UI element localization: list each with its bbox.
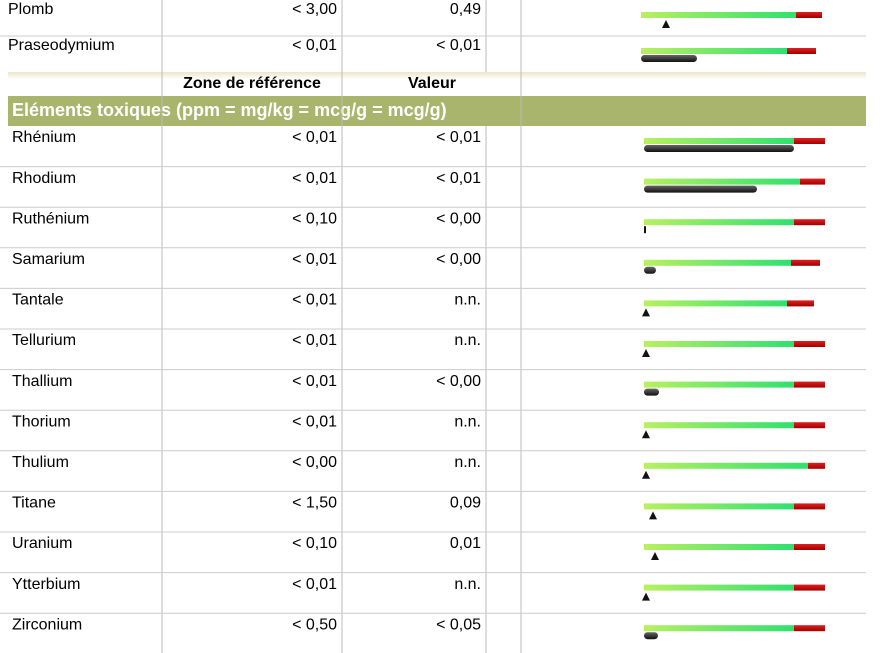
element-name: Plomb: [8, 1, 53, 18]
gauge-red: [794, 503, 825, 510]
reference-range: < 3,00: [292, 1, 337, 18]
element-name: Tantale: [12, 292, 64, 309]
reference-range: < 0,01: [292, 576, 337, 593]
gauge-marker: [644, 145, 794, 152]
element-name: Rhénium: [12, 129, 76, 146]
element-name: Rhodium: [12, 170, 76, 187]
measured-value: < 0,00: [436, 373, 481, 390]
gauge-green: [644, 584, 794, 591]
reference-range: < 0,01: [292, 37, 337, 54]
element-name: Ytterbium: [12, 576, 80, 593]
gauge-marker: [651, 552, 659, 560]
gauge-marker: [642, 470, 650, 479]
gauge-marker: [644, 226, 646, 234]
measured-value: 0,49: [450, 1, 481, 18]
gauge-red: [794, 625, 825, 632]
reference-range: < 1,50: [292, 495, 337, 512]
gauge-red: [800, 178, 825, 185]
reference-range: < 0,01: [292, 129, 337, 146]
gauge-red: [787, 300, 814, 307]
gauge-green: [644, 381, 794, 388]
gauge-green: [644, 503, 794, 510]
gauge-green: [644, 341, 794, 347]
section-band: [8, 96, 866, 126]
reference-range: < 0,01: [292, 332, 337, 349]
gauge-red: [794, 138, 825, 144]
measured-value: n.n.: [454, 576, 481, 593]
gauge-marker: [642, 592, 650, 601]
measured-value: < 0,00: [436, 251, 481, 268]
gauge-marker: [642, 349, 650, 357]
gauge-marker: [642, 308, 650, 317]
section-title: Eléments toxiques (ppm = mg/kg = mcg/g =…: [12, 100, 447, 120]
measured-value: n.n.: [454, 454, 481, 471]
gauge-green: [644, 138, 794, 144]
element-name: Samarium: [12, 251, 85, 268]
gauge-red: [796, 12, 822, 18]
element-name: Tellurium: [12, 332, 76, 349]
measured-value: < 0,01: [436, 37, 481, 54]
measured-value: 0,09: [450, 495, 481, 512]
gauge-marker: [644, 185, 757, 193]
measured-value: < 0,01: [436, 129, 481, 146]
header-value: Valeur: [408, 75, 456, 92]
gauge-green: [644, 544, 794, 550]
gauge-red: [794, 381, 825, 388]
gauge-green: [644, 422, 794, 429]
gauge-red: [787, 48, 816, 54]
gauge-red: [794, 544, 825, 550]
gauge-red: [794, 219, 825, 226]
gauge-green: [644, 219, 794, 226]
gauge-green: [644, 300, 787, 307]
gauge-red: [794, 341, 825, 347]
element-name: Thallium: [12, 373, 72, 390]
reference-range: < 0,01: [292, 373, 337, 390]
reference-range: < 0,10: [292, 535, 337, 552]
reference-range: < 0,00: [292, 454, 337, 471]
gauge-red: [791, 259, 820, 266]
gauge-green: [641, 12, 796, 18]
gauge-green: [641, 48, 787, 54]
measured-value: < 0,05: [436, 616, 481, 633]
element-name: Zirconium: [12, 616, 82, 633]
reference-range: < 0,01: [292, 413, 337, 430]
reference-range: < 0,10: [292, 210, 337, 227]
header-band: [8, 72, 866, 96]
gauge-marker: [644, 266, 656, 274]
measured-value: < 0,00: [436, 210, 481, 227]
gauge-red: [808, 462, 825, 469]
measured-value: < 0,01: [436, 170, 481, 187]
reference-range: < 0,01: [292, 170, 337, 187]
gauge-red: [794, 422, 825, 429]
gauge-green: [644, 178, 800, 185]
reference-range: < 0,01: [292, 251, 337, 268]
gauge-marker: [644, 388, 659, 396]
gauge-green: [644, 259, 791, 266]
gauge-red: [794, 584, 825, 591]
header-reference: Zone de référence: [183, 75, 321, 92]
element-name: Thulium: [12, 454, 69, 471]
gauge-green: [644, 625, 794, 632]
gauge-green: [644, 462, 808, 469]
element-name: Ruthénium: [12, 210, 89, 227]
element-name: Titane: [12, 495, 56, 512]
element-name: Praseodymium: [8, 37, 115, 54]
measured-value: n.n.: [454, 292, 481, 309]
measured-value: n.n.: [454, 413, 481, 430]
gauge-marker: [642, 430, 650, 439]
measured-value: n.n.: [454, 332, 481, 349]
gauge-marker: [641, 55, 697, 62]
element-name: Uranium: [12, 535, 72, 552]
gauge-marker: [644, 632, 658, 640]
gauge-marker: [649, 511, 657, 520]
element-name: Thorium: [12, 413, 71, 430]
gauge-marker: [662, 20, 670, 28]
reference-range: < 0,50: [292, 616, 337, 633]
reference-range: < 0,01: [292, 292, 337, 309]
measured-value: 0,01: [450, 535, 481, 552]
